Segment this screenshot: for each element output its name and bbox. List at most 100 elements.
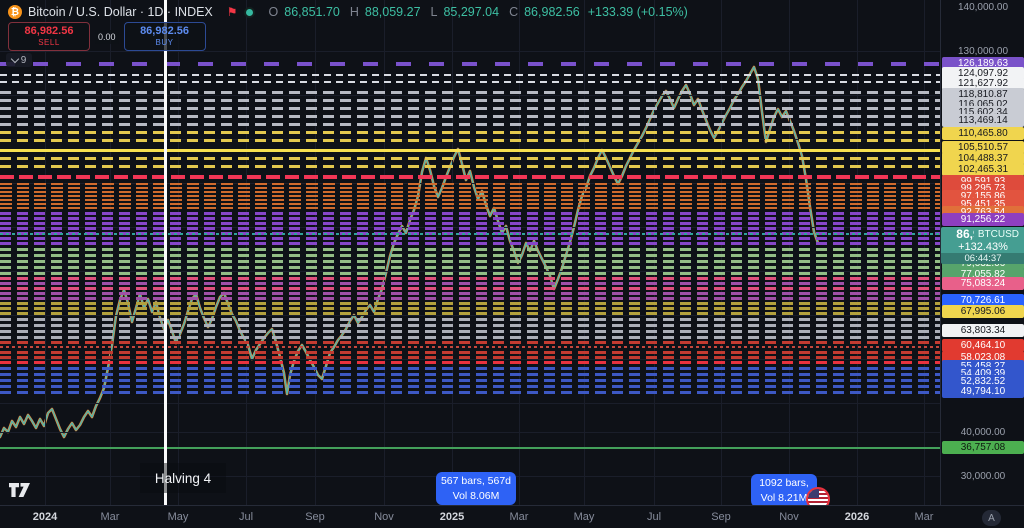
price-axis-label: 104,488.37: [942, 151, 1024, 165]
time-axis-tick: Mar: [914, 511, 934, 523]
level-band-row: [0, 122, 940, 126]
level-band-row: [0, 276, 940, 280]
price-axis-label: 30,000.00: [960, 470, 1006, 482]
level-band-row: [0, 253, 940, 257]
indicators-collapse-chip[interactable]: 9: [6, 53, 32, 67]
badge2-line1: 1092 bars,: [759, 476, 809, 489]
symbol-title[interactable]: Bitcoin / U.S. Dollar · 1D · INDEX: [28, 5, 213, 19]
time-axis-tick: Jul: [238, 511, 254, 523]
grid-line-vertical: [246, 0, 247, 505]
level-band-row: [0, 311, 940, 315]
price-axis-label: 124,097.92: [942, 66, 1024, 80]
bitcoin-logo-icon: ₿: [8, 5, 22, 19]
buy-button[interactable]: 86,982.56 BUY: [123, 22, 206, 51]
level-band-row: [0, 271, 940, 275]
level-band-row: [0, 323, 940, 327]
time-axis-tick: 2026: [844, 511, 870, 523]
price-axis-label: 49,794.10: [942, 384, 1024, 398]
low-letter: L: [430, 5, 438, 19]
level-band-row: [0, 164, 940, 168]
level-band-row: [0, 194, 940, 198]
time-axis[interactable]: A 2024 Mar May Jul Sep Nov 2025 Mar May Jul Sep Nov…: [0, 505, 1024, 528]
time-axis-tick: 2024: [32, 511, 58, 523]
level-band-row: [0, 335, 940, 339]
time-axis-tick: Sep: [305, 511, 325, 523]
level-band-row: [0, 156, 940, 160]
grid-line-vertical: [789, 0, 790, 505]
auto-scale-button[interactable]: A: [982, 510, 1001, 526]
time-axis-tick: Nov: [374, 511, 394, 523]
time-axis-tick: Nov: [779, 511, 799, 523]
halving-event-vertical-line[interactable]: [164, 0, 167, 505]
close-value: 86,982.56: [524, 5, 580, 19]
grid-line-vertical: [315, 0, 316, 505]
level-band-row: [0, 190, 940, 194]
level-band-row: [0, 62, 940, 66]
price-axis-label: 63,803.34: [942, 323, 1024, 337]
price-axis-label: 118,810.87: [942, 87, 1024, 101]
price-axis-label: 70,726.61: [942, 293, 1024, 307]
price-axis-label: 67,995.06: [942, 304, 1024, 318]
level-band-row: [0, 80, 940, 84]
chart-pane[interactable]: Halving 4 567 bars, 567d Vol 8.06M 1092 …: [0, 0, 940, 505]
level-band-row: [0, 306, 940, 310]
price-axis-label: 75,083.24: [942, 276, 1024, 290]
badge1-line1: 567 bars, 567d: [440, 474, 512, 487]
grid-line-vertical: [584, 0, 585, 505]
us-flag-icon: [806, 487, 830, 505]
grid-line-vertical: [924, 0, 925, 505]
low-value: 85,297.04: [443, 5, 500, 19]
level-band-row: [0, 390, 940, 394]
level-band-row: [0, 182, 940, 186]
bars-range-badge-1[interactable]: 567 bars, 567d Vol 8.06M: [436, 472, 516, 505]
level-band-row: [0, 286, 940, 290]
bar-countdown: 06:44:37: [941, 253, 1024, 264]
level-band-row: [0, 340, 940, 344]
level-band-row: [0, 281, 940, 285]
level-band-row: [0, 198, 940, 202]
change-value: +133.39 (+0.15%): [587, 5, 688, 19]
time-axis-tick: May: [167, 511, 189, 523]
level-line-dotted: [0, 233, 940, 235]
market-status-icon[interactable]: [243, 6, 255, 18]
halving-label-text: Halving 4: [154, 470, 212, 486]
indicator-count: 9: [20, 54, 27, 66]
time-axis-tick: Mar: [509, 511, 529, 523]
price-axis-label: 105,510.57: [942, 140, 1024, 154]
price-axis-label: 91,256.22: [942, 212, 1024, 226]
halving-label[interactable]: Halving 4: [140, 463, 226, 493]
high-value: 88,059.27: [364, 5, 421, 19]
level-band-row: [0, 317, 940, 321]
time-axis-tick: Mar: [100, 511, 120, 523]
price-axis[interactable]: 86,982.56 +132.43% 06:44:37 140,000.0013…: [940, 0, 1024, 505]
price-axis-label: 126,189.63: [942, 56, 1024, 70]
grid-line-vertical: [110, 0, 111, 505]
grid-line-horizontal: [0, 403, 940, 404]
grid-line-vertical: [721, 0, 722, 505]
grid-line-vertical: [384, 0, 385, 505]
level-band-row: [0, 241, 940, 245]
level-band-row: [0, 216, 940, 220]
level-band-row: [0, 226, 940, 230]
flag-icon[interactable]: ⚑: [226, 5, 238, 19]
price-axis-label: 52,832.52: [942, 374, 1024, 388]
open-value: 86,851.70: [284, 5, 340, 19]
tradingview-logo[interactable]: [8, 482, 34, 503]
level-band-row: [0, 114, 940, 118]
price-axis-label: 113,469.14: [942, 113, 1024, 127]
bars-range-badge-2[interactable]: 1092 bars, Vol 8.21M: [751, 474, 830, 505]
sell-button[interactable]: 86,982.56 SELL: [8, 22, 90, 51]
level-band-row: [0, 73, 940, 77]
level-line-dotted: [0, 346, 940, 348]
level-band-row: [0, 175, 940, 179]
chevron-down-icon: [10, 54, 19, 64]
level-band-row: [0, 301, 940, 305]
level-band-row: [0, 90, 940, 94]
price-axis-label: 140,000.00: [957, 1, 1009, 13]
current-change-percent: +132.43%: [958, 241, 1008, 253]
level-band-row: [0, 106, 940, 110]
symbol-header: ₿ Bitcoin / U.S. Dollar · 1D · INDEX ⚑ O…: [8, 4, 688, 20]
price-axis-label: 110,465.80: [942, 126, 1024, 140]
level-band-row: [0, 98, 940, 102]
